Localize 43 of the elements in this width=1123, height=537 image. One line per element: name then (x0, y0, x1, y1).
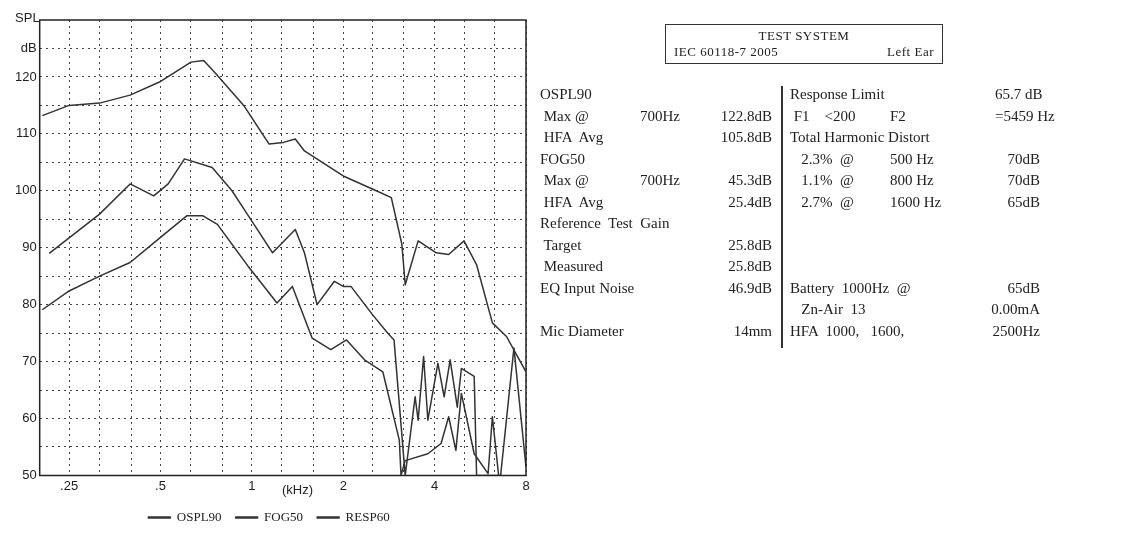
x-tick-label: 2 (339, 477, 347, 493)
y-axis-title: SPL (15, 10, 40, 26)
x-tick-label: 1 (248, 477, 256, 493)
x-axis-title: (kHz) (281, 482, 313, 498)
y-tick-label: 60 (22, 410, 37, 426)
text: 2.3% @ 500 Hz 70dB (801, 150, 1040, 167)
text: Mic Diameter 14mm (540, 322, 772, 339)
text: Battery 1000Hz @ 65dB (790, 279, 1040, 296)
text: Response Limit 65.7 dB (790, 86, 1043, 102)
text: F1 <200 F2 =5459 Hz (793, 107, 1055, 124)
y-tick-label: 100 (14, 182, 37, 198)
y-tick-label: dB (20, 40, 37, 56)
legend-label: RESP60 (345, 508, 390, 524)
text: Max @ 700Hz 45.3dB (543, 172, 772, 188)
text: FOG50 (540, 150, 586, 168)
text: Zn-Air 13 0.00mA (801, 301, 1040, 317)
text: HFA Avg 25.4dB (543, 193, 772, 210)
legend-label: OSPL90 (176, 508, 222, 524)
text: Max @ 700Hz 122.8dB (543, 107, 772, 124)
text: Total Harmonic Distort (790, 129, 930, 146)
y-tick-label: 120 (14, 68, 37, 84)
text: Left Ear (887, 44, 934, 60)
text: HFA 1000, 1600, 2500Hz (790, 322, 1040, 339)
x-tick-label: .5 (155, 477, 166, 493)
x-tick-label: .25 (60, 477, 79, 493)
x-tick-label: 8 (522, 477, 530, 493)
text: TEST SYSTEM (757, 28, 851, 44)
text: Target 25.8dB (543, 236, 772, 253)
text: Measured 25.8dB (543, 258, 772, 274)
y-tick-label: 50 (22, 466, 37, 482)
y-tick-label: 70 (22, 353, 37, 369)
text: HFA Avg 105.8dB (543, 129, 772, 145)
text: 2.7% @ 1600 Hz 65dB (801, 193, 1040, 210)
text: OSPL90 (540, 86, 593, 103)
legend-label: FOG50 (264, 508, 304, 524)
text: 1.1% @ 800 Hz 70dB (801, 172, 1040, 188)
y-tick-label: 90 (22, 239, 37, 255)
text: Reference Test Gain (540, 215, 670, 232)
text: IEC 60118-7 2005 (674, 44, 779, 60)
y-tick-label: 110 (15, 125, 37, 141)
y-tick-label: 80 (22, 296, 37, 312)
text: EQ Input Noise 46.9dB (540, 279, 772, 296)
x-tick-label: 4 (431, 477, 439, 493)
